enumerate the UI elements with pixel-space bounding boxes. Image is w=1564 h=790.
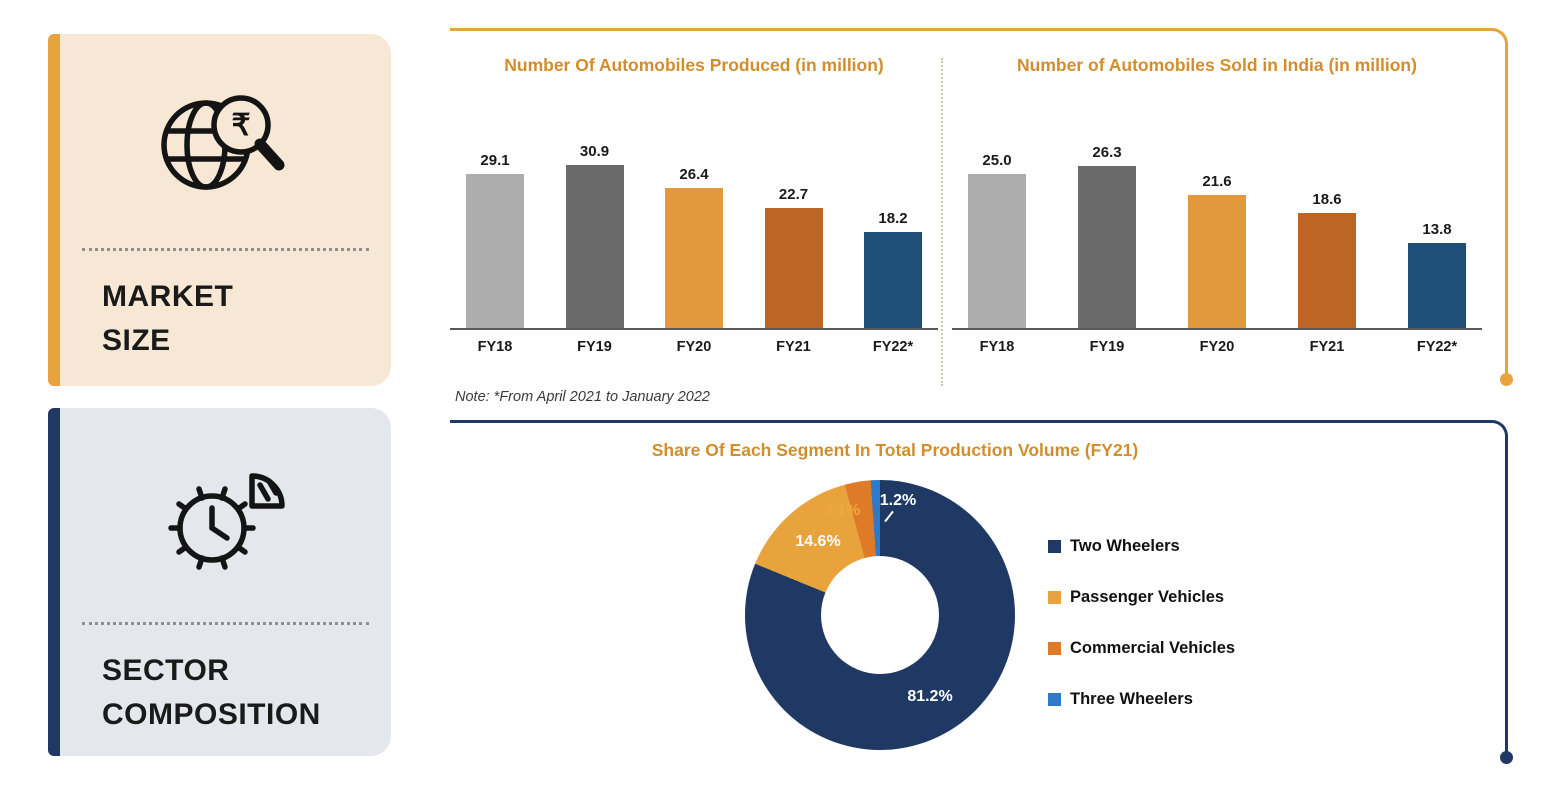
- market-size-title: MARKET SIZE: [102, 280, 234, 357]
- bar-column: 21.6: [1188, 173, 1246, 328]
- bar-value-label: 26.3: [1092, 144, 1122, 161]
- bar: [864, 232, 922, 328]
- bar-column: 29.1: [466, 152, 524, 328]
- bar-column: 13.8: [1408, 221, 1466, 328]
- legend-label: Three Wheelers: [1070, 689, 1193, 708]
- legend-item: Two Wheelers: [1048, 534, 1235, 558]
- donut-label-three-wheelers: 1.2%: [879, 492, 917, 509]
- bar: [764, 208, 823, 328]
- bar-value-label: 21.6: [1202, 173, 1232, 190]
- bar-column: 25.0: [968, 152, 1026, 328]
- bars-area: 25.0 26.3 21.6 18.6 13.8: [952, 100, 1482, 330]
- category-label: FY18: [979, 339, 1015, 355]
- bar: [1078, 166, 1136, 328]
- donut-label-two-wheelers: 81.2%: [907, 688, 953, 705]
- card-divider: [82, 622, 369, 625]
- bar: [1188, 195, 1246, 328]
- donut-ring: 81.2% 14.6% 3.1% 1.2%: [745, 480, 1015, 750]
- bar-value-label: 26.4: [679, 166, 709, 183]
- category-label: FY21: [776, 339, 811, 355]
- bar-column: 18.2: [864, 210, 922, 328]
- bar-value-label: 29.1: [480, 152, 510, 169]
- bar-value-label: 18.6: [1312, 191, 1342, 208]
- sector-composition-card: SECTOR COMPOSITION: [48, 408, 391, 756]
- sector-composition-icon: [60, 436, 391, 608]
- legend-swatch: [1048, 641, 1061, 655]
- market-size-card: ₹ MARKET SIZE: [48, 34, 391, 386]
- sector-composition-title: SECTOR COMPOSITION: [102, 654, 321, 731]
- donut-legend: Two Wheelers Passenger Vehicles Commercial…: [1048, 534, 1235, 738]
- bar-column: 30.9: [565, 143, 624, 328]
- donut-chart-title: Share Of Each Segment In Total Productio…: [651, 440, 1139, 460]
- bar: [968, 174, 1026, 328]
- bar-value-label: 25.0: [982, 152, 1012, 169]
- gear-pie-icon: [167, 473, 285, 570]
- bar-value-label: 18.2: [878, 210, 908, 227]
- category-label: FY22*: [872, 339, 914, 355]
- category-label: FY22*: [1416, 339, 1458, 355]
- bars-area: 29.1 30.9 26.4 22.7 18.2: [450, 100, 938, 330]
- legend-swatch: [1048, 590, 1061, 604]
- x-axis-labels: FY18 FY19 FY20 FY21 FY22*: [450, 339, 938, 355]
- bar-chart-sold: Number of Automobiles Sold in India (in …: [952, 55, 1482, 355]
- bar: [665, 188, 723, 328]
- category-label: FY19: [577, 339, 612, 355]
- legend-swatch: [1048, 539, 1061, 553]
- bar: [466, 174, 524, 328]
- chart-separator-line: [941, 58, 943, 386]
- bar-chart-produced: Number Of Automobiles Produced (in milli…: [450, 55, 938, 355]
- bar: [1298, 213, 1356, 328]
- donut-label-commercial-vehicles: 3.1%: [823, 502, 861, 519]
- donut-label-leader-line: [884, 510, 894, 523]
- x-axis-labels: FY18 FY19 FY20 FY21 FY22*: [952, 339, 1482, 355]
- donut-label-passenger-vehicles: 14.6%: [795, 533, 841, 550]
- chart-footnote: Note: *From April 2021 to January 2022: [455, 389, 710, 405]
- bar-value-label: 30.9: [579, 143, 610, 160]
- bar: [565, 165, 624, 328]
- frame-end-dot: [1500, 751, 1513, 764]
- donut-hole: [821, 556, 939, 674]
- bar-column: 22.7: [764, 186, 823, 328]
- bar: [1408, 243, 1466, 328]
- category-label: FY21: [1309, 339, 1345, 355]
- category-label: FY20: [1199, 339, 1235, 355]
- chart-title-sold: Number of Automobiles Sold in India (in …: [1017, 55, 1417, 75]
- legend-label: Passenger Vehicles: [1070, 587, 1225, 606]
- svg-text:₹: ₹: [231, 109, 250, 142]
- card-divider: [82, 248, 369, 251]
- legend-item: Commercial Vehicles: [1048, 636, 1235, 660]
- legend-item: Three Wheelers: [1048, 687, 1235, 711]
- bar-value-label: 22.7: [778, 186, 809, 203]
- legend-swatch: [1048, 692, 1061, 706]
- legend-item: Passenger Vehicles: [1048, 585, 1235, 609]
- bar-column: 18.6: [1298, 191, 1356, 328]
- bar-column: 26.4: [665, 166, 723, 328]
- market-size-icon: ₹: [60, 62, 391, 234]
- bar-value-label: 13.8: [1422, 221, 1452, 238]
- legend-label: Two Wheelers: [1070, 536, 1180, 555]
- category-label: FY19: [1089, 339, 1125, 355]
- chart-title-produced: Number Of Automobiles Produced (in milli…: [504, 55, 884, 75]
- globe-magnifier-rupee-icon: ₹: [160, 95, 284, 190]
- frame-end-dot: [1500, 373, 1513, 386]
- bar-column: 26.3: [1078, 144, 1136, 328]
- legend-label: Commercial Vehicles: [1070, 638, 1236, 657]
- category-label: FY18: [477, 339, 513, 355]
- category-label: FY20: [676, 339, 712, 355]
